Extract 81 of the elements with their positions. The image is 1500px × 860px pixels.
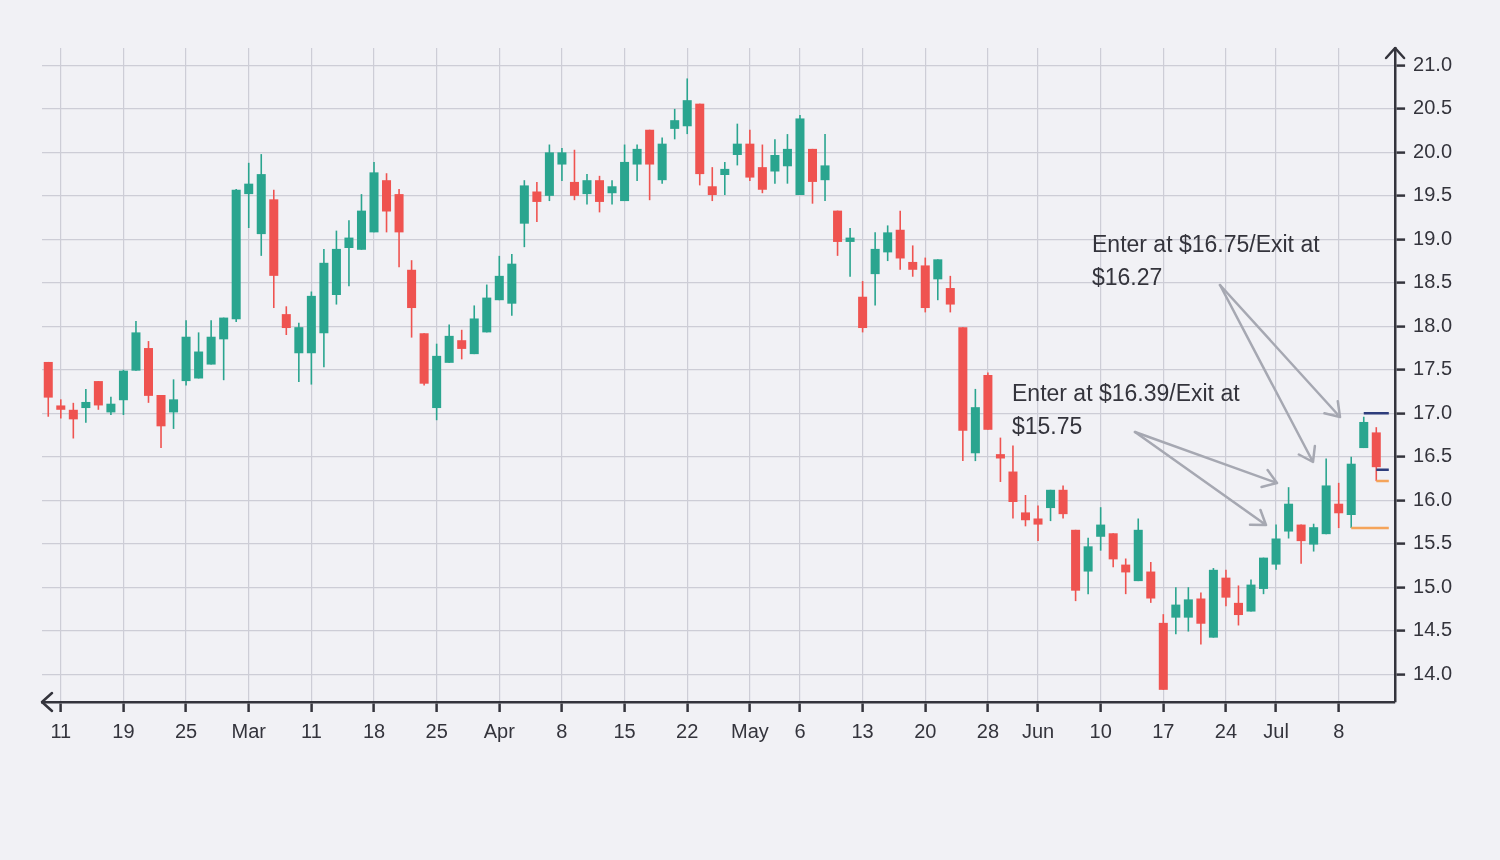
x-tick-label: 8 [1333, 719, 1345, 742]
x-tick-label: 18 [362, 719, 386, 742]
x-tick-label: 28 [976, 719, 1000, 742]
y-tick-label: 14.5 [1413, 618, 1453, 641]
x-tick-label: 22 [676, 719, 699, 742]
x-tick-label: 17 [1152, 719, 1175, 742]
x-tick-label: 11 [50, 719, 72, 742]
candlestick [707, 166, 717, 202]
x-tick-label: 25 [174, 719, 198, 742]
candlestick [1296, 523, 1306, 565]
x-tick-label: 24 [1214, 719, 1238, 742]
candlestick [1221, 569, 1231, 608]
x-tick-label: 15 [613, 719, 636, 742]
x-tick-label: 10 [1089, 719, 1112, 742]
candlestick [720, 161, 730, 196]
annotation: Enter at $16.75/Exit at $16.27 [1092, 230, 1321, 292]
candlestick [995, 436, 1005, 483]
x-tick-label: 20 [914, 719, 937, 742]
candlestick [1033, 504, 1043, 542]
candlestick [81, 388, 91, 424]
candlestick [169, 378, 179, 430]
candlestick [632, 143, 642, 182]
candlestick [1096, 506, 1106, 552]
x-tick-label: May [730, 719, 769, 742]
x-tick-label: 8 [556, 719, 568, 742]
candlestick [1020, 494, 1030, 528]
x-tick-label: 13 [851, 719, 874, 742]
candlestick [757, 143, 767, 195]
candlestick [1309, 522, 1319, 553]
candlestick [106, 395, 116, 416]
candlestick [595, 175, 605, 214]
x-tick-label: 6 [794, 719, 806, 742]
x-tick-label: Apr [483, 719, 516, 742]
y-tick-label: 21.0 [1413, 52, 1453, 75]
y-tick-label: 20.0 [1413, 139, 1453, 162]
candlestick [219, 316, 229, 382]
y-tick-label: 17.0 [1413, 400, 1453, 423]
candlestick [1171, 586, 1181, 635]
candlestick [1046, 489, 1056, 522]
candlestick [1334, 482, 1344, 529]
candlestick [908, 244, 918, 278]
y-tick-label: 16.5 [1413, 444, 1453, 467]
y-tick-label: 19.0 [1413, 226, 1453, 249]
x-tick-label: 11 [300, 719, 322, 742]
candlestick [770, 138, 780, 185]
annotation: Enter at $16.39/Exit at $15.75 [1012, 379, 1241, 441]
candlestick [532, 181, 542, 223]
candlestick [1233, 584, 1243, 627]
candlestick [945, 275, 955, 314]
y-tick-label: 17.5 [1413, 357, 1453, 380]
x-tick-label: Jul [1263, 719, 1289, 742]
y-tick-label: 19.5 [1413, 183, 1453, 206]
y-tick-label: 18.5 [1413, 270, 1453, 293]
y-tick-label: 20.5 [1413, 96, 1453, 119]
candlestick [56, 398, 66, 420]
x-tick-label: Jun [1021, 719, 1055, 742]
x-tick-label: Mar [231, 719, 267, 742]
candlestick [457, 328, 467, 361]
candlestick [1183, 586, 1193, 633]
candlestick [845, 227, 855, 278]
y-tick-label: 15.0 [1413, 574, 1453, 597]
candlestick [344, 219, 354, 288]
candlestick [68, 402, 78, 440]
candlestick [732, 122, 742, 167]
candlestick [557, 147, 567, 182]
x-tick-label: 19 [112, 719, 135, 742]
x-tick-label: 25 [425, 719, 448, 742]
candlestick [782, 133, 792, 185]
candlestick [933, 258, 943, 302]
y-tick-label: 18.0 [1413, 313, 1453, 336]
y-tick-label: 15.5 [1413, 531, 1453, 554]
candlestick [569, 148, 579, 201]
candlestick [582, 173, 592, 206]
y-tick-label: 16.0 [1413, 487, 1453, 510]
candlestick [883, 224, 893, 262]
candlestick [820, 133, 830, 202]
y-tick-label: 14.0 [1413, 661, 1453, 684]
candlestick [607, 179, 617, 206]
candlestick [244, 162, 254, 229]
candlestick [281, 305, 291, 336]
candlestick [670, 108, 680, 141]
